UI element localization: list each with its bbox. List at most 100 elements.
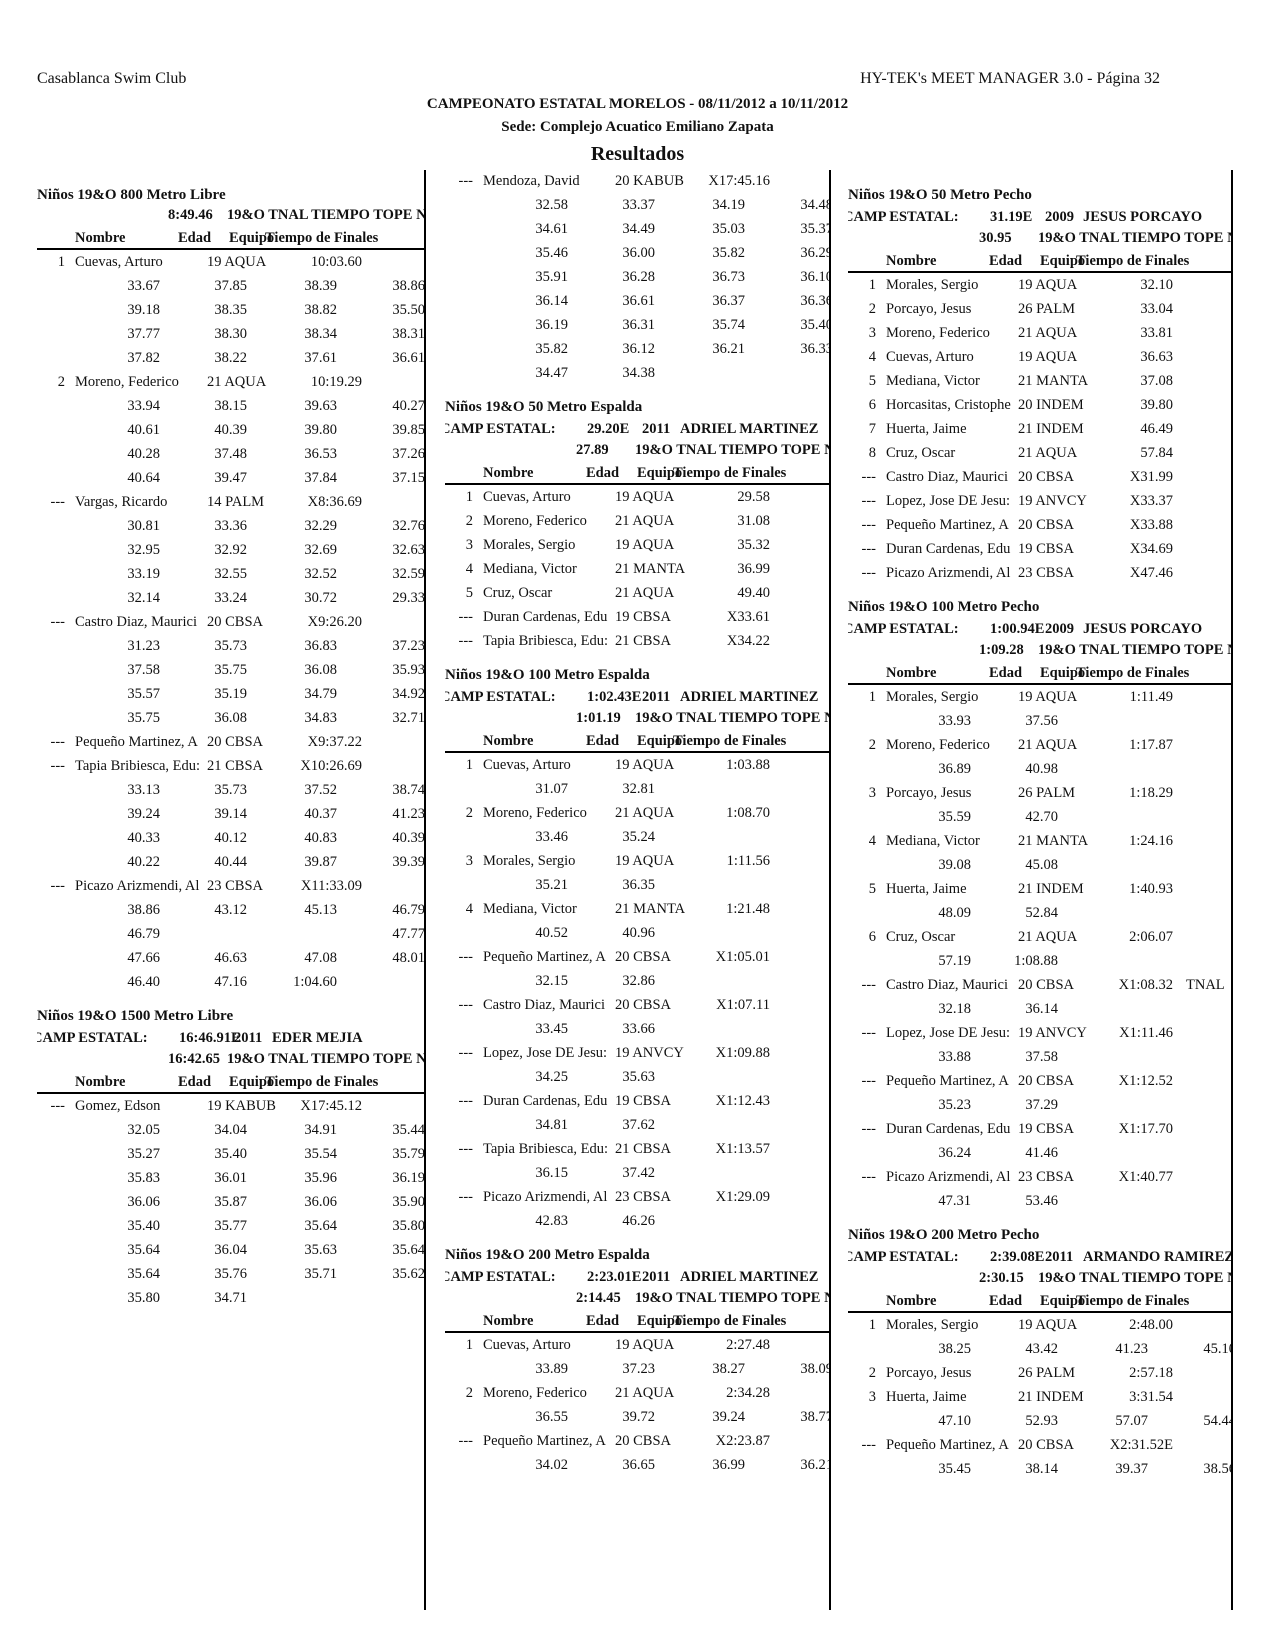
splits-row: 46.40 47.16 1:04.60: [37, 973, 425, 991]
split-time: 34.92: [392, 686, 425, 702]
place: ---: [861, 1169, 877, 1185]
event-title-text: Niños 19&O 100 Metro Pecho: [848, 599, 1040, 615]
age-team: 21 MANTA: [1018, 833, 1089, 849]
age-team: 20 CBSA: [1018, 977, 1075, 993]
split-time: 36.08: [214, 710, 247, 726]
split-time: 35.40: [800, 317, 830, 333]
final-time: X33.37: [1129, 493, 1173, 509]
place: 2: [868, 737, 876, 753]
split-time: 46.79: [127, 926, 160, 942]
splits-row: 35.40 35.77 35.64 35.80: [37, 1217, 425, 1235]
split-time: 53.46: [1025, 1193, 1058, 1209]
event-title-text: Niños 19&O 100 Metro Espalda: [445, 667, 650, 683]
split-time: 35.87: [214, 1194, 247, 1210]
record-time: 31.19E: [990, 209, 1033, 225]
splits-row: 33.46 35.24: [445, 828, 830, 846]
split-time: 33.45: [535, 1021, 568, 1037]
event-title-text: Niños 19&O 50 Metro Espalda: [445, 399, 643, 415]
split-time: 34.47: [535, 365, 568, 381]
header-time: Tiempo de Finales: [1076, 665, 1190, 681]
place: 3: [868, 325, 876, 341]
swimmer-name: Castro Diaz, Maurici: [483, 997, 606, 1013]
final-time: X1:11.46: [1119, 1025, 1173, 1041]
final-time: X1:12.43: [715, 1093, 770, 1109]
split-time: 35.21: [535, 877, 568, 893]
header-time: Tiempo de Finales: [265, 1074, 379, 1090]
split-time: 33.36: [214, 518, 247, 534]
place: ---: [458, 1141, 474, 1157]
column-divider: [424, 170, 426, 1610]
splits-row: 32.95 32.92 32.69 32.63: [37, 541, 425, 559]
age-team: 26 PALM: [1018, 301, 1076, 317]
header-age: Edad: [586, 733, 620, 749]
event-title-text: Niños 19&O 800 Metro Libre: [37, 187, 226, 203]
split-time: 35.19: [214, 686, 247, 702]
result-row: --- Vargas, Ricardo 14 PALM X8:36.69: [37, 493, 425, 511]
split-time: 40.64: [127, 470, 160, 486]
final-time: X47.46: [1129, 565, 1173, 581]
national-cut-line: 16:42.65 19&O TNAL TIEMPO TOPE N: [37, 1050, 425, 1068]
final-time: 49.40: [737, 585, 770, 601]
split-time: 38.39: [304, 278, 337, 294]
swimmer-name: Moreno, Federico: [483, 1385, 587, 1401]
age-team: 19 CBSA: [615, 1093, 672, 1109]
header-name: Nombre: [886, 253, 937, 269]
final-time: X2:31.52E: [1109, 1437, 1173, 1453]
age-team: 19 AQUA: [615, 1337, 675, 1353]
split-time: 39.39: [392, 854, 425, 870]
header-rule: [848, 1311, 1232, 1313]
split-time: 32.69: [304, 542, 337, 558]
split-time: 35.50: [392, 302, 425, 318]
split-time: 35.96: [304, 1170, 337, 1186]
final-time: X1:29.09: [715, 1189, 770, 1205]
split-time: 35.71: [304, 1266, 337, 1282]
splits-row: 36.15 37.42: [445, 1164, 830, 1182]
age-team: 20 KABUB: [615, 173, 684, 189]
place: ---: [861, 1437, 877, 1453]
split-time: 32.14: [127, 590, 160, 606]
split-time: 37.84: [304, 470, 337, 486]
age-team: 21 AQUA: [207, 374, 267, 390]
final-time: 1:21.48: [726, 901, 770, 917]
event-title: Niños 19&O 50 Metro Pecho: [848, 186, 1232, 204]
final-time: X1:13.57: [715, 1141, 770, 1157]
result-row: 8 Cruz, Oscar 21 AQUA 57.84: [848, 444, 1232, 462]
place: 6: [868, 929, 876, 945]
swimmer-name: Morales, Sergio: [483, 853, 576, 869]
age-team: 21 CBSA: [615, 1141, 672, 1157]
splits-row: 32.58 33.37 34.19 34.48: [445, 196, 830, 214]
record-holder: JESUS PORCAYO: [1083, 209, 1203, 225]
header-age: Edad: [178, 1074, 212, 1090]
header-time: Tiempo de Finales: [1076, 1293, 1190, 1309]
split-time: 35.64: [127, 1266, 160, 1282]
split-time: 32.52: [304, 566, 337, 582]
result-row: 1 Morales, Sergio 19 AQUA 2:48.00: [848, 1316, 1232, 1334]
splits-row: 31.23 35.73 36.83 37.23: [37, 637, 425, 655]
place: 1: [868, 277, 876, 293]
split-time: 39.85: [392, 422, 425, 438]
place: ---: [458, 609, 474, 625]
split-time: 38.77: [800, 1409, 830, 1425]
split-time: 35.73: [214, 782, 247, 798]
event-title: Niños 19&O 100 Metro Pecho: [848, 598, 1232, 616]
split-time: 38.09: [800, 1361, 830, 1377]
final-time: X1:07.11: [716, 997, 770, 1013]
split-time: 29.33: [392, 590, 425, 606]
split-time: 36.83: [304, 638, 337, 654]
splits-row: 39.08 45.08: [848, 856, 1232, 874]
header-name: Nombre: [886, 1293, 937, 1309]
place: 1: [465, 1337, 473, 1353]
result-row: 1 Cuevas, Arturo 19 AQUA 2:27.48: [445, 1336, 830, 1354]
final-time: X1:09.88: [715, 1045, 770, 1061]
split-time: 36.35: [622, 877, 655, 893]
final-time: X31.99: [1129, 469, 1173, 485]
split-time: 41.46: [1025, 1145, 1058, 1161]
cut-label: 19&O TNAL TIEMPO TOPE N: [635, 1290, 830, 1306]
swimmer-name: Huerta, Jaime: [886, 421, 967, 437]
split-time: 37.58: [1025, 1049, 1058, 1065]
place: 3: [465, 537, 473, 553]
age-team: 21 CBSA: [207, 758, 264, 774]
swimmer-name: Castro Diaz, Maurici: [886, 977, 1009, 993]
split-time: 36.55: [535, 1409, 568, 1425]
split-time: 38.15: [214, 398, 247, 414]
